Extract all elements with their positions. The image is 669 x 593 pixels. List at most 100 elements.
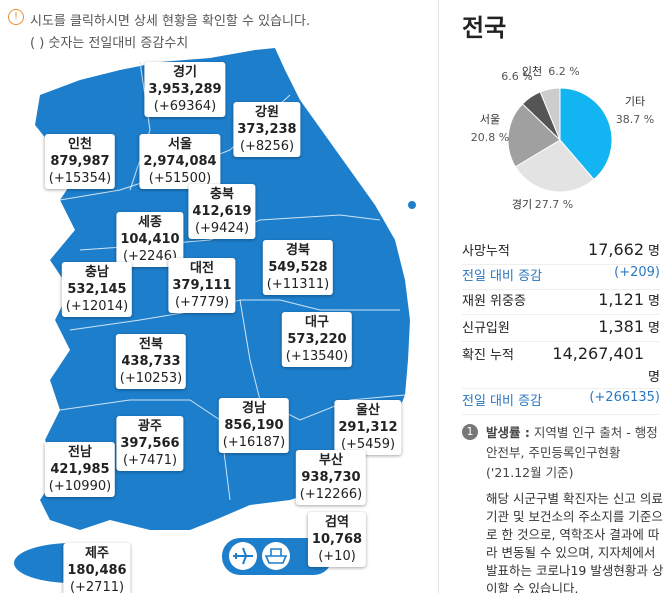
- stat-value: (+209): [614, 265, 660, 280]
- stat-value: 1,121: [598, 290, 644, 309]
- region-name: 부산: [319, 453, 343, 468]
- region-label[interactable]: 인천 879,987 (+15354): [44, 134, 116, 189]
- notice: 시도를 클릭하시면 상세 현황을 확인할 수 있습니다.: [30, 14, 311, 29]
- region-count: 2,974,084: [143, 154, 217, 169]
- region-label[interactable]: 충북 412,619 (+9424): [188, 184, 256, 239]
- region-count: 879,987: [50, 154, 110, 169]
- region-label[interactable]: 대전 379,111 (+7779): [168, 258, 236, 313]
- stat-label: 재원 위중증: [462, 294, 526, 309]
- region-label[interactable]: 부산 938,730 (+12266): [295, 450, 367, 505]
- stat-unit: 명: [648, 244, 660, 259]
- region-count: 421,985: [50, 462, 110, 477]
- panel-title: 전국: [462, 14, 507, 42]
- region-change: (+12266): [299, 487, 363, 502]
- region-count: 397,566: [120, 436, 180, 451]
- pie-value-label: 6.6 %: [501, 70, 532, 83]
- stat-label: 사망누적: [462, 244, 510, 259]
- pie-slice: [507, 103, 561, 168]
- region-label[interactable]: 서울 2,974,084 (+51500): [139, 134, 221, 189]
- region-label[interactable]: 전남 421,985 (+10990): [44, 442, 116, 497]
- region-count: 10,768: [311, 532, 363, 547]
- pie-value-label: 20.8 %: [471, 131, 509, 144]
- region-name: 경기: [173, 65, 197, 80]
- region-label[interactable]: 검역 10,768 (+10): [307, 512, 367, 567]
- notice: ( ) 숫자는 전일대비 증감수치: [30, 36, 189, 51]
- region-name: 서울: [168, 137, 192, 152]
- region-label[interactable]: 강원 373,238 (+8256): [233, 102, 301, 157]
- region-count: 3,953,289: [148, 82, 222, 97]
- region-name: 대전: [190, 261, 214, 276]
- region-count: 438,733: [121, 354, 181, 369]
- region-name: 충북: [210, 187, 234, 202]
- region-count: 291,312: [338, 420, 398, 435]
- pie-label: 기타: [625, 95, 645, 108]
- region-change: (+7779): [174, 295, 230, 310]
- pie-chart: 기타 38.7 % 경기 27.7 % 서울 20.8 % 6.6 %인천 6.2 %: [471, 64, 654, 211]
- stat-divider: [462, 264, 660, 265]
- region-label[interactable]: 제주 180,486 (+2711): [63, 543, 131, 593]
- note-source-text: 지역별 인구 출처 - 행정안전부, 주민등록인구현황 ('21.12월 기준): [486, 425, 658, 480]
- stat-divider: [462, 289, 660, 290]
- stat-unit: 명: [648, 370, 660, 385]
- pie-label: 인천: [522, 64, 542, 78]
- region-name: 대구: [305, 315, 329, 330]
- region-label[interactable]: 충남 532,145 (+12014): [61, 262, 133, 317]
- pie-value-label: 27.7 %: [535, 198, 573, 211]
- region-count: 532,145: [67, 282, 127, 297]
- region-change: (+7471): [122, 453, 178, 468]
- region-change: (+10): [318, 549, 356, 564]
- region-label[interactable]: 광주 397,566 (+7471): [116, 416, 184, 471]
- stat-divider: [462, 414, 660, 415]
- region-label[interactable]: 경기 3,953,289 (+69364): [144, 62, 226, 117]
- stat-divider: [462, 314, 660, 315]
- region-name: 경북: [286, 243, 310, 258]
- region-name: 경남: [242, 401, 266, 416]
- pie-value-label: 6.2 %: [548, 65, 579, 78]
- region-change: (+13540): [285, 349, 349, 364]
- region-change: (+12014): [65, 299, 129, 314]
- region-label[interactable]: 대구 573,220 (+13540): [281, 312, 353, 367]
- region-name: 전북: [139, 337, 163, 352]
- region-name: 강원: [255, 105, 279, 120]
- pie-slice: [559, 87, 613, 181]
- stat-value: 17,662: [588, 240, 644, 259]
- region-label[interactable]: 세종 104,410 (+2246): [116, 212, 184, 267]
- region-change: (+11311): [266, 277, 330, 292]
- region-label[interactable]: 울산 291,312 (+5459): [334, 400, 402, 455]
- stat-row: 신규입원 1,381 명: [462, 317, 660, 342]
- region-name: 충남: [85, 265, 109, 280]
- region-name: 인천: [68, 137, 92, 152]
- region-name: 전남: [68, 445, 92, 460]
- region-change: (+15354): [48, 171, 112, 186]
- stat-unit: 명: [648, 294, 660, 309]
- region-name: 제주: [85, 546, 109, 561]
- region-label[interactable]: 경남 856,190 (+16187): [218, 398, 290, 453]
- stat-row: 전일 대비 증감 (+209): [462, 265, 660, 290]
- note-source: 발생률 : 지역별 인구 출처 - 행정안전부, 주민등록인구현황 ('21.1…: [486, 423, 666, 483]
- stat-label: 전일 대비 증감: [462, 394, 543, 409]
- region-name: 검역: [325, 515, 349, 530]
- pie-label: 서울: [480, 113, 500, 126]
- region-count: 856,190: [224, 418, 284, 433]
- region-change: (+8256): [239, 139, 295, 154]
- stat-label: 확진 누적: [462, 348, 514, 363]
- pie-value-label: 38.7 %: [616, 113, 654, 126]
- stat-value: (+266135): [589, 390, 660, 405]
- stat-row: 사망누적 17,662 명: [462, 240, 660, 265]
- region-change: (+2711): [69, 580, 125, 593]
- stat-row: 전일 대비 증감 (+266135): [462, 390, 660, 415]
- pie-label: 경기: [512, 198, 532, 211]
- stat-divider: [462, 388, 660, 389]
- region-change: (+10253): [119, 371, 183, 386]
- region-count: 573,220: [287, 332, 347, 347]
- stat-row: 확진 누적 14,267,401 명: [462, 344, 660, 389]
- stat-value: 1,381: [598, 317, 644, 336]
- info-icon: !: [8, 9, 24, 25]
- region-count: 379,111: [172, 278, 232, 293]
- ship-icon: [264, 548, 288, 564]
- region-count: 549,528: [268, 260, 328, 275]
- region-label[interactable]: 전북 438,733 (+10253): [115, 334, 187, 389]
- region-change: (+16187): [222, 435, 286, 450]
- region-label[interactable]: 경북 549,528 (+11311): [262, 240, 334, 295]
